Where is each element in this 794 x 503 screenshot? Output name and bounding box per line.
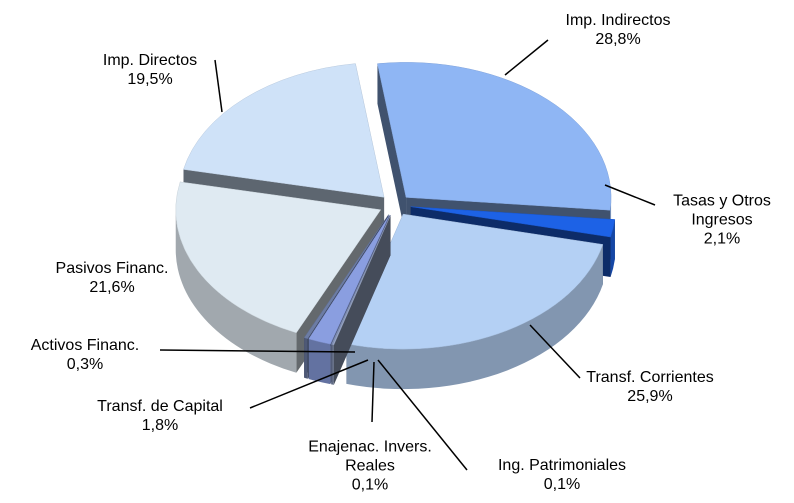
slice-side [331, 344, 333, 385]
category-label: Imp. Directos [102, 52, 198, 69]
slice-label: Imp. Indirectos 28,8% [566, 11, 671, 49]
category-label: Transf. Corrientes [586, 369, 714, 386]
slice-top [308, 214, 390, 345]
slice-cut-face [332, 215, 391, 385]
slice-label: Imp. Directos 19,5% [103, 51, 197, 89]
leader-line [529, 324, 581, 379]
leader-line [159, 349, 356, 353]
leader-line [249, 359, 369, 409]
slice-top [175, 181, 382, 334]
slice-label: Tasas y Otros Ingresos 2,1% [662, 192, 782, 249]
category-label: Transf. de Capital [97, 398, 223, 415]
category-label: Imp. Indirectos [565, 12, 671, 29]
leader-line [377, 359, 468, 471]
value-label: 19,5% [127, 71, 173, 88]
leader-line [371, 361, 375, 423]
slice-top [346, 213, 604, 350]
leader-line [214, 59, 223, 113]
category-label: Pasivos Financ. [55, 260, 169, 277]
value-label: 25,9% [627, 388, 673, 405]
value-label: 0,1% [543, 476, 581, 493]
value-label: 0,1% [351, 476, 389, 494]
slice-side [175, 209, 297, 373]
value-label: 0,3% [66, 356, 104, 373]
slice-cut-face [377, 63, 407, 238]
slice-top [303, 214, 389, 340]
slice [332, 215, 391, 385]
leader-line [504, 39, 549, 76]
slice-label: Transf. Corrientes 25,9% [586, 368, 713, 406]
slice-label: Ing. Patrimoniales 0,1% [498, 456, 626, 494]
category-label: Activos Financ. [30, 337, 140, 354]
value-label: 28,8% [595, 31, 641, 48]
value-label: 2,1% [703, 230, 741, 248]
slice-top [410, 206, 616, 238]
category-label: Ing. Patrimoniales [497, 457, 627, 474]
slice-side [346, 244, 603, 390]
leader-line [604, 184, 656, 206]
category-label: Tasas y Otros Ingresos [673, 192, 771, 229]
slice-side [308, 338, 331, 385]
value-label: 1,8% [141, 417, 179, 434]
slice-label: Activos Financ. 0,3% [31, 336, 139, 374]
slice-top [332, 215, 391, 346]
slice-label: Enajenac. Invers. Reales 0,1% [300, 438, 440, 495]
slice-side [332, 344, 334, 385]
slice-top [377, 62, 612, 211]
value-label: 21,6% [89, 279, 135, 296]
slice-label: Pasivos Financ. 21,6% [56, 259, 169, 297]
slice-side [304, 337, 308, 379]
slice-label: Transf. de Capital 1,8% [97, 397, 223, 435]
category-label: Enajenac. Invers. Reales [308, 438, 432, 475]
slice-top [183, 63, 385, 198]
